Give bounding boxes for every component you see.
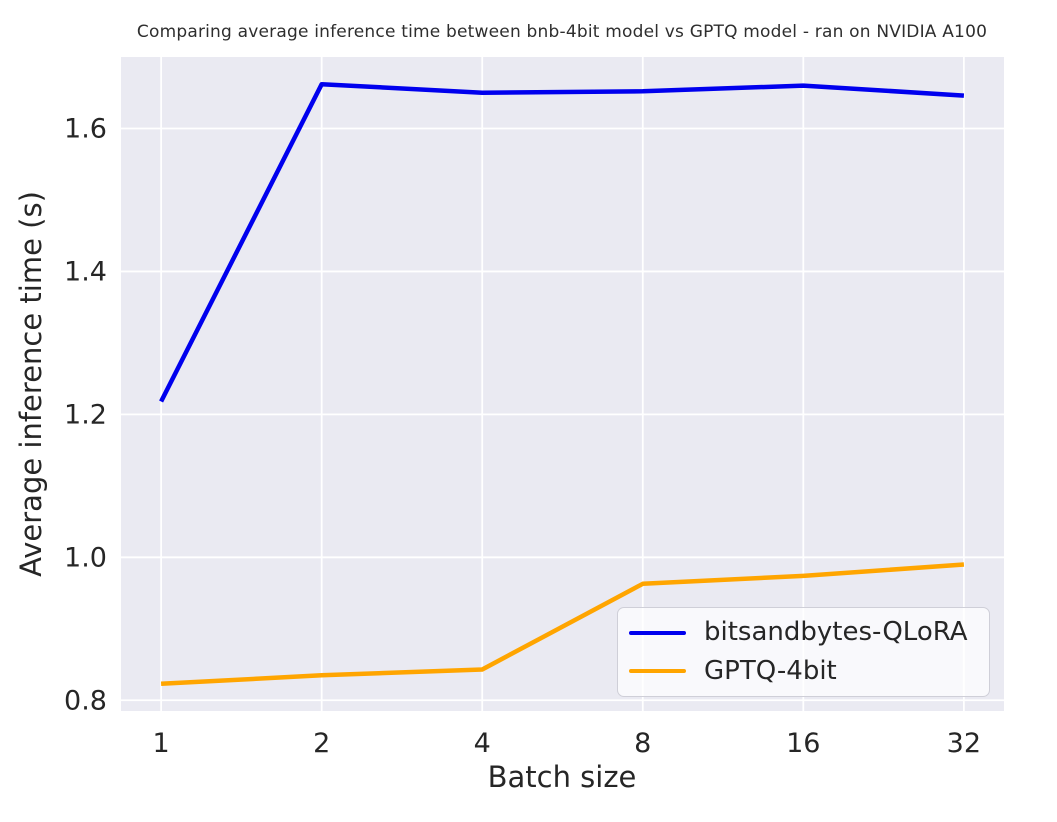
series-line-bitsandbytes-QLoRA	[159, 81, 965, 403]
y-axis-label: Average inference time (s)	[14, 191, 48, 577]
y-tick-label: 1.0	[64, 542, 107, 573]
y-tick-label: 1.2	[64, 399, 107, 430]
legend-label: bitsandbytes-QLoRA	[704, 616, 968, 647]
y-tick-label: 0.8	[64, 685, 107, 716]
legend-label: GPTQ-4bit	[704, 655, 837, 686]
x-tick-label: 16	[786, 728, 820, 759]
legend-line-sample-bitsandbytes	[629, 630, 686, 635]
y-tick-label: 1.6	[64, 113, 107, 144]
x-axis-label: Batch size	[487, 760, 637, 794]
legend-item: GPTQ-4bit	[629, 655, 989, 687]
series-line-GPTQ-4bit	[160, 562, 965, 687]
x-tick-label: 1	[153, 728, 170, 759]
chart-title: Comparing average inference time between…	[136, 22, 988, 42]
x-tick-label: 32	[947, 728, 981, 759]
legend-item: bitsandbytes-QLoRA	[629, 616, 989, 648]
legend: bitsandbytes-QLoRA GPTQ-4bit	[617, 607, 990, 697]
x-tick-label: 8	[634, 728, 651, 759]
x-tick-label: 4	[474, 728, 491, 759]
plot-background	[121, 57, 1004, 711]
x-tick-label: 2	[313, 728, 330, 759]
legend-line-sample-gptq	[629, 669, 686, 674]
y-tick-label: 1.4	[64, 256, 107, 287]
